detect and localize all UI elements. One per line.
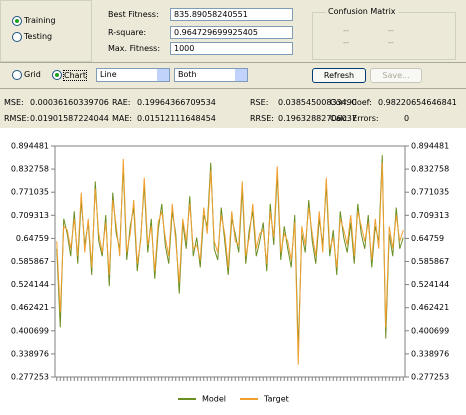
value: 0.03854500833490	[278, 98, 357, 107]
value: 0.01901587224044	[30, 114, 109, 123]
label: RRSE:	[250, 114, 274, 123]
select-arrow	[235, 69, 247, 81]
y-tick-label: 0.709313	[11, 211, 49, 220]
y2-tick-label: 0.400699	[411, 326, 449, 335]
y-tick-label: 0.832758	[11, 165, 49, 174]
y2-tick-label: 0.894481	[411, 142, 449, 151]
label: RMSE:	[4, 114, 30, 123]
y-tick-label: 0.524144	[11, 280, 49, 289]
y2-tick-label: 0.585867	[411, 257, 449, 266]
label: Corr. Coef:	[330, 98, 372, 107]
label: RSE:	[250, 98, 269, 107]
label: R-square:	[108, 28, 147, 37]
select-show[interactable]: Both	[174, 68, 248, 82]
radio-training[interactable]	[12, 16, 22, 26]
y-tick-label: 0.771035	[11, 188, 49, 197]
y2-tick-label: 0.832758	[411, 165, 449, 174]
y-tick-label: 0.400699	[11, 326, 49, 335]
text-field[interactable]: 0.964729699925405	[170, 26, 293, 39]
y2-tick-label: 0.277253	[411, 373, 449, 382]
value: 0.19632882706037	[278, 114, 357, 123]
value: 0.19964366709534	[137, 98, 216, 107]
y2-tick-label: 0.771035	[411, 188, 449, 197]
y-tick-label: 0.64759	[16, 234, 49, 243]
series-line	[56, 158, 404, 365]
y2-tick-label: 0.524144	[411, 280, 449, 289]
separator	[0, 62, 466, 63]
chart: 0.277253 0.277253 0.338976 0.338976 0.400699…	[0, 128, 466, 415]
radio-dot	[15, 19, 19, 23]
label: Calc. Errors:	[330, 114, 379, 123]
confusion-group	[312, 12, 456, 60]
radio-testing[interactable]	[12, 32, 22, 42]
y-tick-label: 0.585867	[11, 257, 49, 266]
cell: --	[343, 38, 349, 47]
value: 0.01512111648454	[137, 114, 216, 123]
separator	[0, 88, 466, 89]
value: 0	[404, 114, 410, 123]
text-field[interactable]: 1000	[170, 42, 293, 55]
select-chart-type[interactable]: Line	[96, 68, 170, 82]
save-button: Save...	[370, 68, 422, 83]
chart-background	[0, 128, 466, 415]
cell: --	[388, 38, 394, 47]
y-tick-label: 0.277253	[11, 373, 49, 382]
select-text: Line	[100, 70, 117, 79]
radio-grid[interactable]	[12, 70, 22, 80]
radio-chart[interactable]	[52, 70, 62, 80]
dataset-panel	[0, 0, 92, 62]
value: 0.98220654646841	[378, 98, 457, 107]
cell: --	[388, 26, 394, 35]
value: 0.00036160339706	[30, 98, 109, 107]
cell: --	[343, 26, 349, 35]
label: MAE:	[112, 114, 133, 123]
select-arrow	[157, 69, 169, 81]
label: Max. Fitness:	[108, 44, 161, 53]
label: RAE:	[112, 98, 131, 107]
radio-dot	[55, 73, 59, 77]
y2-tick-label: 0.462421	[411, 303, 449, 312]
text-field[interactable]: 835.89058240551	[170, 8, 293, 21]
y-tick-label: 0.338976	[11, 349, 49, 358]
group-title: Confusion Matrix	[326, 7, 398, 16]
label: Testing	[24, 32, 53, 41]
label: Chart	[63, 70, 87, 81]
legend-label: Target	[263, 395, 289, 404]
select-text: Both	[178, 70, 197, 79]
legend-label: Model	[202, 395, 226, 404]
y-tick-label: 0.462421	[11, 303, 49, 312]
label: Grid	[24, 70, 41, 79]
y2-tick-label: 0.338976	[411, 349, 449, 358]
y2-tick-label: 0.709313	[411, 211, 449, 220]
label: Best Fitness:	[108, 10, 159, 19]
y2-tick-label: 0.64759	[411, 234, 444, 243]
label: MSE:	[4, 98, 24, 107]
refresh-button[interactable]: Refresh	[312, 68, 366, 83]
label: Training	[24, 16, 56, 25]
y-tick-label: 0.894481	[11, 142, 49, 151]
